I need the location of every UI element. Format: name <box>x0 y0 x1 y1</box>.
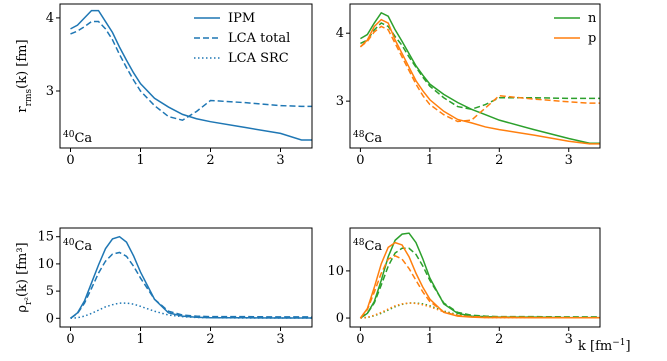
y-axis-label-part: r² <box>24 297 34 305</box>
x-tick-label: 1 <box>426 332 434 347</box>
panel: 0 1 2 3 3 4 48Ca np <box>336 3 601 168</box>
y-tick-label: 5 <box>46 284 54 299</box>
y-tick-label: 0 <box>46 311 54 326</box>
annotation: 48Ca <box>353 238 382 254</box>
legend-label: IPM <box>228 11 255 26</box>
y-axis-label-part: rms <box>24 89 34 107</box>
data-line <box>70 302 312 320</box>
y-axis-label-part: r <box>15 106 30 113</box>
x-axis-label-part: k <box>578 339 586 354</box>
x-tick-label: 2 <box>495 153 503 168</box>
x-axis-label-part: −1 <box>612 338 625 348</box>
y-tick-label: 10 <box>327 264 344 279</box>
x-tick-label: 3 <box>276 153 284 168</box>
x-tick-label: 2 <box>206 153 214 168</box>
x-tick-label: 0 <box>356 153 364 168</box>
y-tick-label: 3 <box>336 94 344 109</box>
y-tick-label: 10 <box>37 257 54 272</box>
data-line <box>360 302 600 319</box>
data-line <box>70 251 312 319</box>
annotation: 48Ca <box>353 130 382 146</box>
data-line <box>70 235 312 319</box>
y-axis-label-part: ρ <box>15 305 30 313</box>
data-line <box>70 20 312 122</box>
y-tick-label: 3 <box>46 84 54 99</box>
y-tick-label: 0 <box>336 311 344 326</box>
x-tick-label: 3 <box>565 332 573 347</box>
panel: 0 1 2 3 0 5 10 15 40Ca ρr²(k) [fm³] <box>15 227 313 347</box>
data-line <box>359 25 600 123</box>
data-line <box>360 11 600 144</box>
annotation: 40Ca <box>63 130 92 146</box>
annotation-part: Ca <box>364 239 382 254</box>
legend-label: n <box>588 11 597 26</box>
data-line <box>359 247 600 319</box>
annotation-part: 48 <box>353 130 365 140</box>
annotation-part: 48 <box>353 238 365 248</box>
x-tick-label: 2 <box>206 332 214 347</box>
x-tick-label: 1 <box>136 332 144 347</box>
x-axis-label-part: [fm <box>586 339 612 354</box>
annotation-part: Ca <box>74 239 92 254</box>
annotation: 40Ca <box>63 238 92 254</box>
x-tick-label: 1 <box>426 153 434 168</box>
frame <box>59 227 313 328</box>
annotation-part: Ca <box>364 131 382 146</box>
y-axis-label-part: (k) [fm] <box>15 39 30 88</box>
x-tick-label: 2 <box>495 332 503 347</box>
plot-area <box>359 232 600 319</box>
frame <box>59 3 313 149</box>
y-axis-label: rrms(k) [fm] <box>15 39 34 112</box>
legend-label: p <box>588 31 596 46</box>
panel: 0 1 2 3 0 10 48Ca k [fm−1] <box>327 227 631 354</box>
data-line <box>359 232 600 319</box>
legend-label: LCA total <box>228 31 290 46</box>
annotation-part: Ca <box>74 131 92 146</box>
y-axis-label: ρr²(k) [fm³] <box>15 242 34 312</box>
legend-label: LCA SRC <box>228 51 289 66</box>
annotation-part: 40 <box>63 130 75 140</box>
x-tick-label: 0 <box>356 332 364 347</box>
x-axis-label: k [fm−1] <box>578 338 631 354</box>
plot-area <box>70 9 312 141</box>
x-tick-label: 3 <box>276 332 284 347</box>
x-tick-label: 1 <box>136 153 144 168</box>
y-tick-label: 15 <box>37 230 54 245</box>
x-tick-label: 0 <box>66 153 74 168</box>
frame <box>349 227 601 328</box>
panel: 0 1 2 3 3 4 40Ca rrms(k) [fm] IPM LCA total LCA SR… <box>15 3 313 168</box>
y-tick-label: 4 <box>46 11 54 26</box>
data-line <box>360 22 600 111</box>
data-line <box>70 9 312 141</box>
data-line <box>359 241 600 319</box>
x-axis-label-part: ] <box>626 339 631 354</box>
annotation-part: 40 <box>63 238 75 248</box>
plot-area <box>70 235 312 320</box>
x-tick-label: 0 <box>66 332 74 347</box>
frame <box>349 3 601 149</box>
data-line <box>359 18 600 145</box>
data-line <box>359 254 600 319</box>
y-tick-label: 4 <box>336 26 344 41</box>
y-axis-label-part: (k) [fm³] <box>15 242 30 297</box>
plot-area <box>359 11 600 145</box>
x-tick-label: 3 <box>565 153 573 168</box>
